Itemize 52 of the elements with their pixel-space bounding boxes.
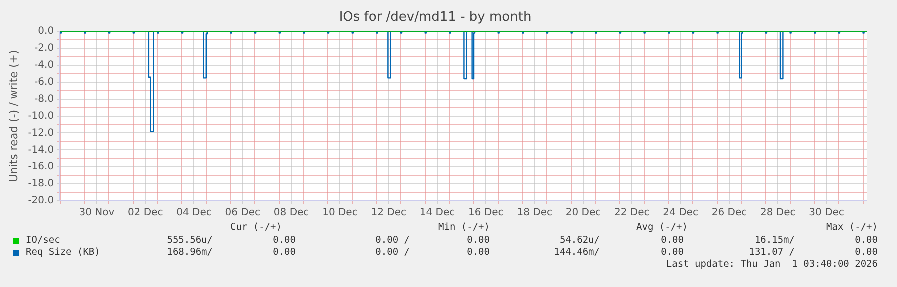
chart-title: IOs for /dev/md11 - by month — [339, 10, 532, 26]
text: 131.07 / — [749, 247, 795, 258]
text: 0.00 — [661, 247, 684, 258]
text: Cur (-/+) — [230, 222, 282, 233]
y-tick-label: -8.0 — [34, 94, 54, 105]
x-tick-label: 12 Dec — [371, 208, 406, 219]
x-tick-label: 24 Dec — [663, 208, 698, 219]
y-tick-label: -10.0 — [28, 110, 54, 122]
text: 0.00 — [855, 247, 878, 258]
x-tick-label: 08 Dec — [274, 208, 310, 219]
text: 0.00 / — [376, 235, 410, 246]
x-tick-label: 28 Dec — [760, 208, 796, 219]
x-tick-label: 06 Dec — [225, 208, 261, 219]
y-tick-label: -16.0 — [28, 162, 54, 173]
text: Last update: Thu Jan 1 03:40:00 2026 — [666, 259, 878, 270]
text: 0.00 — [273, 247, 296, 258]
y-tick-label: -6.0 — [34, 77, 54, 88]
x-tick-label: 20 Dec — [566, 208, 602, 219]
text: 0.00 — [467, 247, 490, 258]
y-tick-label: -20.0 — [28, 196, 54, 207]
y-tick-label: -14.0 — [28, 144, 54, 156]
x-tick-label: 02 Dec — [128, 208, 164, 219]
x-tick-label: 04 Dec — [176, 208, 212, 219]
y-tick-label: -2.0 — [34, 43, 54, 54]
text: 54.62u/ — [560, 235, 600, 246]
text: Max (-/+) — [826, 222, 878, 233]
x-tick-label: 10 Dec — [322, 208, 358, 219]
x-tick-label: 30 Nov — [79, 208, 115, 219]
text: 555.56u/ — [167, 235, 213, 246]
y-tick-label: -4.0 — [34, 60, 54, 72]
text: 0.00 — [467, 235, 490, 246]
legend-label: IO/sec — [26, 235, 60, 246]
y-axis-title: Units read (-) / write (+) — [7, 50, 20, 182]
x-tick-label: 14 Dec — [420, 208, 456, 219]
y-tick-label: 0.0 — [38, 26, 54, 38]
y-tick-label: -18.0 — [28, 178, 54, 190]
text: 0.00 — [661, 235, 684, 246]
x-tick-label: 22 Dec — [614, 208, 650, 219]
y-tick-label: -12.0 — [28, 128, 54, 139]
x-tick-label: 30 Dec — [809, 208, 844, 219]
x-tick-label: 26 Dec — [712, 208, 748, 219]
text: 0.00 — [855, 235, 878, 246]
text: Avg (-/+) — [636, 222, 688, 233]
text: 0.00 / — [376, 247, 410, 258]
legend-label: Req Size (KB) — [26, 247, 100, 258]
text: 16.15m/ — [754, 235, 795, 246]
text: 144.46m/ — [554, 247, 600, 258]
text: Min (-/+) — [438, 222, 490, 233]
text: 168.96m/ — [167, 247, 213, 258]
x-tick-label: 16 Dec — [468, 208, 504, 219]
text: 0.00 — [273, 235, 296, 246]
x-tick-label: 18 Dec — [517, 208, 552, 219]
